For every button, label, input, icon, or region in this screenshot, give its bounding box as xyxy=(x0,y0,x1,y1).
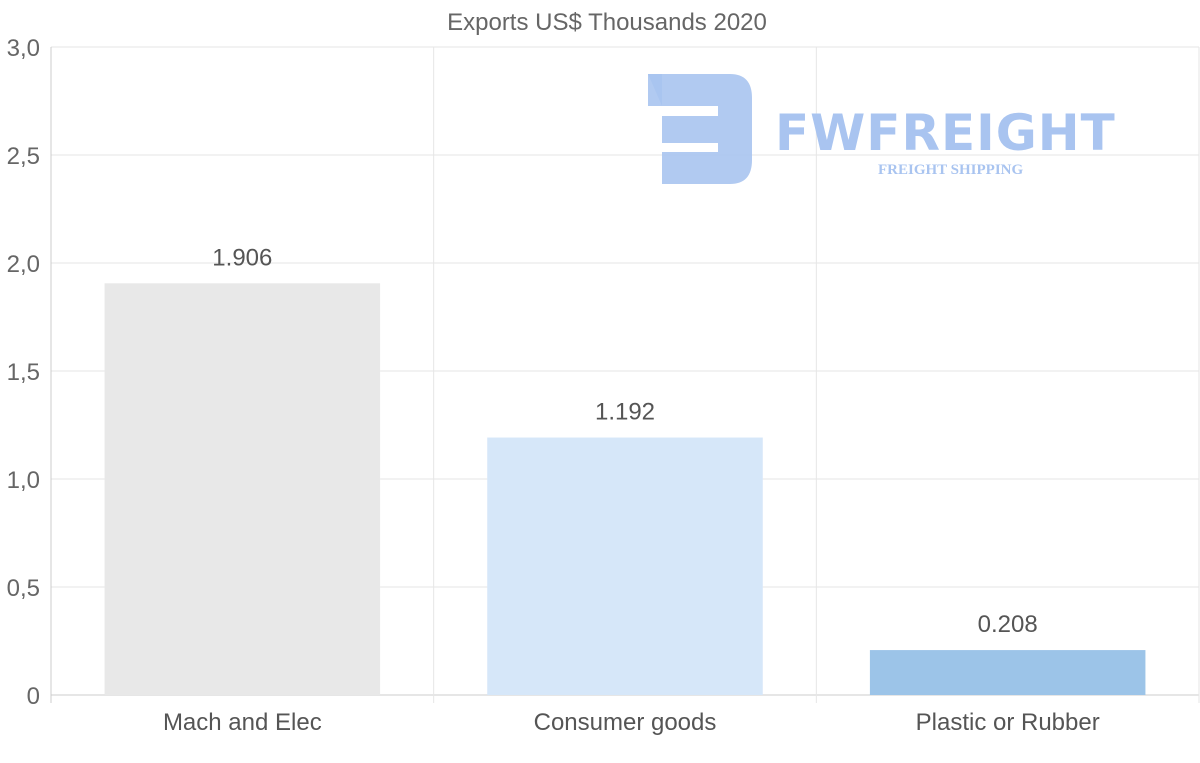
y-tick-label: 3,0 xyxy=(7,35,40,62)
y-tick-label: 1,0 xyxy=(7,467,40,494)
fwfreight-watermark: FWFREIGHT FREIGHT SHIPPING xyxy=(648,74,1116,184)
x-tick-label: Consumer goods xyxy=(534,709,717,736)
watermark-name: FWFREIGHT xyxy=(775,104,1116,162)
fwfreight-logo-icon xyxy=(648,74,752,184)
bar-consumer-goods xyxy=(487,437,763,695)
bars xyxy=(104,283,1146,695)
x-tick-label: Plastic or Rubber xyxy=(916,709,1100,736)
x-tick-label: Mach and Elec xyxy=(163,709,322,736)
y-axis: 0 0,5 1,0 1,5 2,0 2,5 3,0 xyxy=(7,35,40,710)
y-tick-label: 2,5 xyxy=(7,143,40,170)
data-label: 1.906 xyxy=(212,244,272,271)
data-label: 0.208 xyxy=(978,611,1038,638)
data-labels: 1.906 1.192 0.208 xyxy=(212,244,1037,638)
y-tick-label: 0,5 xyxy=(7,575,40,602)
bar-mach-and-elec xyxy=(104,283,381,695)
y-tick-label: 0 xyxy=(27,683,40,710)
x-axis: Mach and Elec Consumer goods Plastic or Ru… xyxy=(163,709,1100,736)
watermark-tagline: FREIGHT SHIPPING xyxy=(878,162,1023,178)
chart-title: Exports US$ Thousands 2020 xyxy=(447,9,767,36)
bar-plastic-or-rubber xyxy=(869,650,1146,695)
data-label: 1.192 xyxy=(595,399,655,426)
y-tick-label: 1,5 xyxy=(7,359,40,386)
y-tick-label: 2,0 xyxy=(7,251,40,278)
